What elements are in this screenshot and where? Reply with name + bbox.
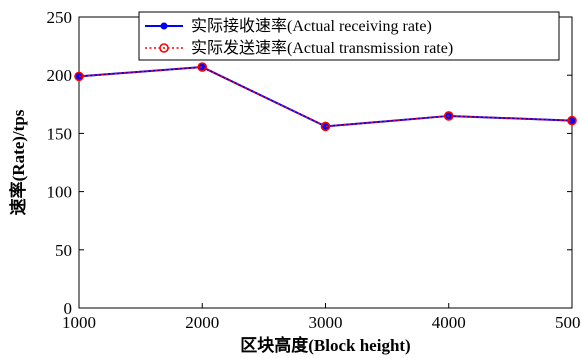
x-axis-title: 区块高度(Block height) <box>240 335 410 355</box>
series-line-2 <box>78 66 573 128</box>
legend-box <box>138 11 560 61</box>
legend-label-2: 实际发送速率(Actual transmission rate) <box>191 39 453 57</box>
data-point <box>198 63 206 71</box>
y-tick-label: 100 <box>47 183 73 202</box>
legend-swatch-marker-2 <box>159 43 169 53</box>
series-group <box>74 62 577 132</box>
data-point <box>74 71 84 82</box>
x-tick-label: 2000 <box>185 313 219 332</box>
y-tick-label: 50 <box>55 241 72 260</box>
x-tick-label: 3000 <box>309 313 343 332</box>
x-tick-label: 1000 <box>62 313 96 332</box>
y-tick-label: 200 <box>47 66 73 85</box>
legend: 实际接收速率(Actual receiving rate) 实际发送速率(Actu… <box>138 11 560 61</box>
legend-swatch-marker-1 <box>160 22 168 30</box>
data-point <box>320 121 331 132</box>
legend-label-1: 实际接收速率(Actual receiving rate) <box>191 17 432 35</box>
y-tick-label: 150 <box>47 124 73 143</box>
plot-area-border <box>78 16 573 309</box>
data-point <box>197 62 208 72</box>
data-point <box>443 111 454 121</box>
plot-frame <box>78 16 573 309</box>
y-axis-title: 速率(Rate)/tps <box>8 109 28 215</box>
data-point <box>567 115 577 126</box>
y-tick-label: 250 <box>47 8 73 27</box>
x-tick-label: 4000 <box>432 313 466 332</box>
y-tick-label: 0 <box>64 299 73 318</box>
